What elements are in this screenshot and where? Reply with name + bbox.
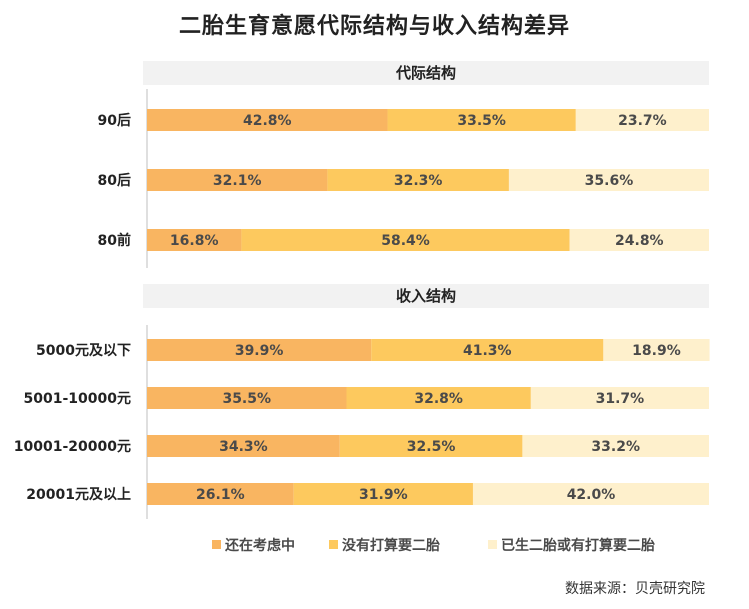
bar-row: 80后 32.1% 32.3% 35.6% (98, 169, 709, 191)
data-label: 34.3% (219, 439, 268, 455)
bar-segment-has-second (530, 387, 709, 409)
data-label: 39.9% (235, 343, 284, 359)
chart-title: 二胎生育意愿代际结构与收入结构差异 (178, 14, 570, 39)
bar-row: 90后 42.8% 33.5% 23.7% (98, 109, 709, 131)
data-label: 24.8% (615, 233, 664, 249)
bar-row: 80前 16.8% 58.4% 24.8% (98, 229, 709, 251)
source-note: 数据来源：贝壳研究院 (565, 581, 705, 597)
bar-segment-considering (147, 109, 388, 131)
bar-segment-considering (147, 387, 347, 409)
bar-row: 5000元及以下 39.9% 41.3% 18.9% (36, 339, 710, 361)
data-label: 42.0% (567, 487, 616, 503)
chart-section-2: 收入结构 5000元及以下 39.9% 41.3% 18.9% 5001-10000元 35… (14, 284, 710, 519)
data-label: 41.3% (463, 343, 512, 359)
legend-label: 还在考虑中 (224, 537, 295, 554)
bar-row: 20001元及以上 26.1% 31.9% 42.0% (26, 483, 709, 505)
bar-segment-considering (147, 169, 328, 191)
category-label: 10001-20000元 (14, 439, 131, 455)
bar-segment-has-second (575, 109, 709, 131)
bar-segment-no-plan (346, 387, 531, 409)
data-label: 32.3% (394, 173, 443, 189)
legend-label: 没有打算要二胎 (342, 537, 440, 554)
legend: 还在考虑中 没有打算要二胎 已生二胎或有打算要二胎 (212, 537, 655, 554)
legend-label: 已生二胎或有打算要二胎 (501, 537, 655, 554)
bar-segment-has-second (603, 339, 710, 361)
bar-segment-no-plan (387, 109, 576, 131)
bar-row: 5001-10000元 35.5% 32.8% 31.7% (24, 387, 709, 409)
section-header-bg (143, 284, 709, 308)
bar-segment-no-plan (327, 169, 509, 191)
legend-item-has-second: 已生二胎或有打算要二胎 (488, 537, 655, 554)
bar-segment-no-plan (339, 435, 523, 457)
section-title: 代际结构 (395, 64, 456, 82)
legend-item-considering: 还在考虑中 (212, 537, 295, 554)
legend-swatch (212, 540, 221, 549)
category-label: 90后 (98, 112, 131, 129)
data-label: 42.8% (243, 113, 292, 129)
bar-segment-no-plan (371, 339, 604, 361)
bar-segment-has-second (508, 169, 709, 191)
category-label: 20001元及以上 (26, 487, 131, 503)
bar-segment-no-plan (293, 483, 473, 505)
data-label: 58.4% (381, 233, 430, 249)
data-label: 31.7% (596, 391, 645, 407)
bar-segment-has-second (472, 483, 709, 505)
bar-segment-has-second (569, 229, 709, 251)
data-label: 32.1% (213, 173, 262, 189)
bar-segment-considering (147, 435, 340, 457)
data-label: 18.9% (632, 343, 681, 359)
section-header-bg (143, 61, 709, 85)
bar-segment-no-plan (241, 229, 570, 251)
bar-segment-considering (147, 483, 294, 505)
category-label: 80后 (98, 172, 131, 189)
data-label: 35.6% (585, 173, 634, 189)
data-label: 35.5% (222, 391, 271, 407)
bar-row: 10001-20000元 34.3% 32.5% 33.2% (14, 435, 709, 457)
bar-segment-has-second (522, 435, 709, 457)
section-title: 收入结构 (396, 287, 456, 305)
bar-segment-considering (147, 339, 372, 361)
bar-segment-considering (147, 229, 242, 251)
legend-item-no-plan: 没有打算要二胎 (329, 537, 440, 554)
data-label: 16.8% (170, 233, 219, 249)
data-label: 33.2% (591, 439, 640, 455)
legend-swatch (329, 540, 338, 549)
legend-swatch (488, 540, 497, 549)
category-label: 80前 (98, 232, 131, 249)
category-label: 5000元及以下 (36, 343, 131, 359)
chart-sections: 代际结构 90后 42.8% 33.5% 23.7% 80后 32.1% 32.3% 35.6%… (14, 61, 710, 519)
data-label: 31.9% (359, 487, 408, 503)
chart-section-1: 代际结构 90后 42.8% 33.5% 23.7% 80后 32.1% 32.3% 35.6%… (98, 61, 709, 268)
data-label: 23.7% (618, 113, 667, 129)
data-label: 32.8% (414, 391, 463, 407)
data-label: 33.5% (457, 113, 506, 129)
data-label: 32.5% (407, 439, 456, 455)
data-label: 26.1% (196, 487, 245, 503)
category-label: 5001-10000元 (24, 391, 131, 407)
